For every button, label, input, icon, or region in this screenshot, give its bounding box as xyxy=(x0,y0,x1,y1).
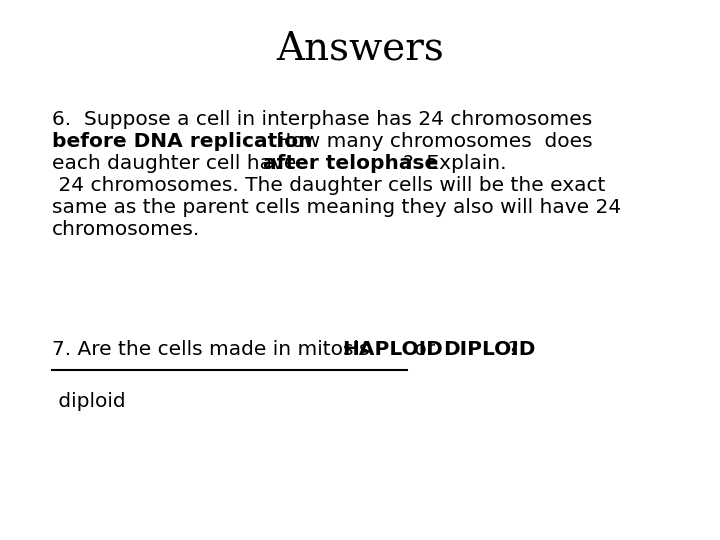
Text: HAPLOID: HAPLOID xyxy=(343,340,443,359)
Text: chromosomes.: chromosomes. xyxy=(52,220,200,239)
Text: ?: ? xyxy=(508,340,518,359)
Text: ?  Explain.: ? Explain. xyxy=(402,154,506,173)
Text: same as the parent cells meaning they also will have 24: same as the parent cells meaning they al… xyxy=(52,198,621,217)
Text: 7. Are the cells made in mitosis: 7. Are the cells made in mitosis xyxy=(52,340,376,359)
Text: DIPLOID: DIPLOID xyxy=(443,340,535,359)
Text: each daughter cell have: each daughter cell have xyxy=(52,154,302,173)
Text: after telophase: after telophase xyxy=(264,154,438,173)
Text: Answers: Answers xyxy=(276,30,444,67)
Text: .  How many chromosomes  does: . How many chromosomes does xyxy=(256,132,593,151)
Text: or: or xyxy=(408,340,441,359)
Text: 6.  Suppose a cell in interphase has 24 chromosomes: 6. Suppose a cell in interphase has 24 c… xyxy=(52,110,593,129)
Text: diploid: diploid xyxy=(52,392,125,411)
Text: 24 chromosomes. The daughter cells will be the exact: 24 chromosomes. The daughter cells will … xyxy=(52,176,606,195)
Text: before DNA replication: before DNA replication xyxy=(52,132,312,151)
